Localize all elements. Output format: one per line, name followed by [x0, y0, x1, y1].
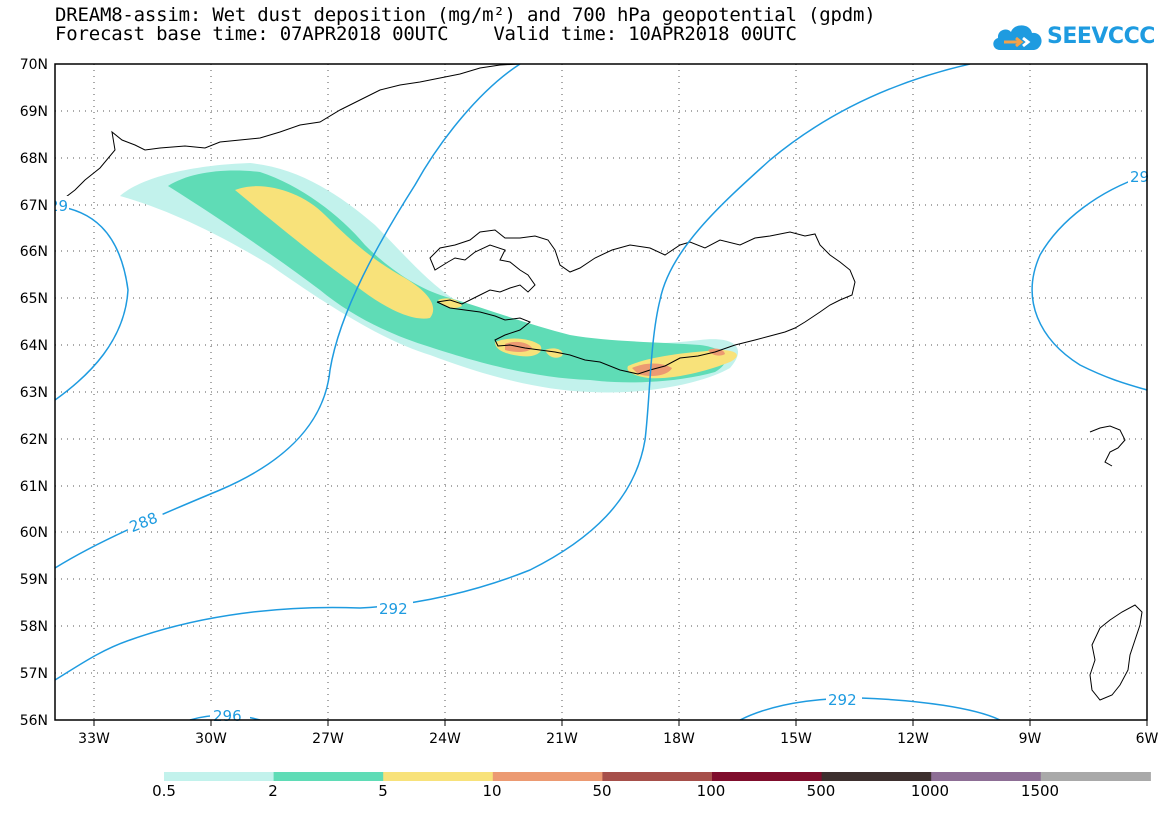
lat-label: 56N	[20, 713, 48, 729]
deposition-5-area	[545, 348, 563, 358]
legend-label: 5	[378, 782, 388, 800]
dust-deposition-plume	[120, 163, 739, 393]
iceland-coast	[429, 229, 856, 375]
legend-swatch	[1040, 772, 1151, 781]
deposition-5-area	[235, 186, 434, 319]
lon-label: 15W	[780, 731, 812, 747]
legend-label: 50	[592, 782, 612, 800]
lon-label: 30W	[195, 731, 227, 747]
contour-label: 29	[49, 197, 68, 215]
map-frame	[54, 63, 1148, 721]
contour-labels: 288 292 296 292 29 29	[49, 166, 1149, 725]
legend-swatch	[383, 772, 494, 781]
contour-line	[55, 64, 971, 681]
contour-line	[739, 697, 1001, 720]
greenland-coast	[55, 64, 521, 211]
lat-label: 66N	[20, 244, 48, 260]
lon-label: 33W	[78, 731, 110, 747]
legend-label: 500	[806, 782, 836, 800]
scotland-coast	[1089, 604, 1143, 701]
lat-label: 60N	[20, 525, 48, 541]
map-subtitle: Forecast base time: 07APR2018 00UTC Vali…	[55, 23, 797, 45]
tick-marks	[93, 720, 1148, 726]
legend-swatch	[821, 772, 932, 781]
legend-colorbar	[164, 772, 1151, 781]
geopotential-contours	[55, 64, 1147, 720]
map-title: DREAM8-assim: Wet dust deposition (mg/m²…	[55, 4, 876, 26]
lat-label: 64N	[20, 338, 48, 354]
lat-label: 59N	[20, 572, 48, 588]
legend-label: 100	[696, 782, 726, 800]
legend-label: 1000	[910, 782, 950, 800]
longitude-labels: 33W 30W 27W 24W 21W 18W 15W 12W 9W 6W	[78, 731, 1158, 747]
contour-line	[55, 205, 129, 401]
legend-swatch	[712, 772, 823, 781]
legend-label: 1500	[1020, 782, 1060, 800]
contour-line	[55, 64, 521, 569]
lon-label: 9W	[1019, 731, 1042, 747]
lon-label: 12W	[897, 731, 929, 747]
contour-label: 296	[213, 707, 242, 725]
lon-label: 21W	[546, 731, 578, 747]
lon-label: 6W	[1136, 731, 1159, 747]
legend-swatch	[273, 772, 384, 781]
faroe-coast	[1089, 425, 1126, 467]
latitude-labels: 70N 69N 68N 67N 66N 65N 64N 63N 62N 61N …	[20, 57, 48, 729]
cloud-logo-icon	[993, 25, 1042, 50]
seevccc-logo: SEEVCCC	[990, 18, 1155, 58]
contour-label: 292	[379, 600, 408, 618]
lat-label: 68N	[20, 151, 48, 167]
coastlines	[55, 64, 1143, 701]
lat-label: 62N	[20, 432, 48, 448]
legend-swatch	[602, 772, 713, 781]
legend-label: 2	[268, 782, 278, 800]
contour-line	[1031, 174, 1147, 391]
lat-label: 67N	[20, 198, 48, 214]
lat-label: 61N	[20, 479, 48, 495]
contour-label: 29	[1130, 168, 1149, 186]
legend-label: 10	[482, 782, 502, 800]
legend-swatch	[931, 772, 1042, 781]
lat-label: 58N	[20, 619, 48, 635]
logo-text: SEEVCCC	[1047, 24, 1155, 49]
lon-label: 18W	[663, 731, 695, 747]
lat-label: 70N	[20, 57, 48, 73]
legend-swatch	[164, 772, 275, 781]
lat-label: 63N	[20, 385, 48, 401]
lon-label: 27W	[312, 731, 344, 747]
legend-label: 0.5	[152, 782, 176, 800]
lat-label: 57N	[20, 666, 48, 682]
lat-label: 69N	[20, 104, 48, 120]
contour-label: 292	[828, 691, 857, 709]
lon-label: 24W	[429, 731, 461, 747]
lat-label: 65N	[20, 291, 48, 307]
legend-swatch	[492, 772, 603, 781]
